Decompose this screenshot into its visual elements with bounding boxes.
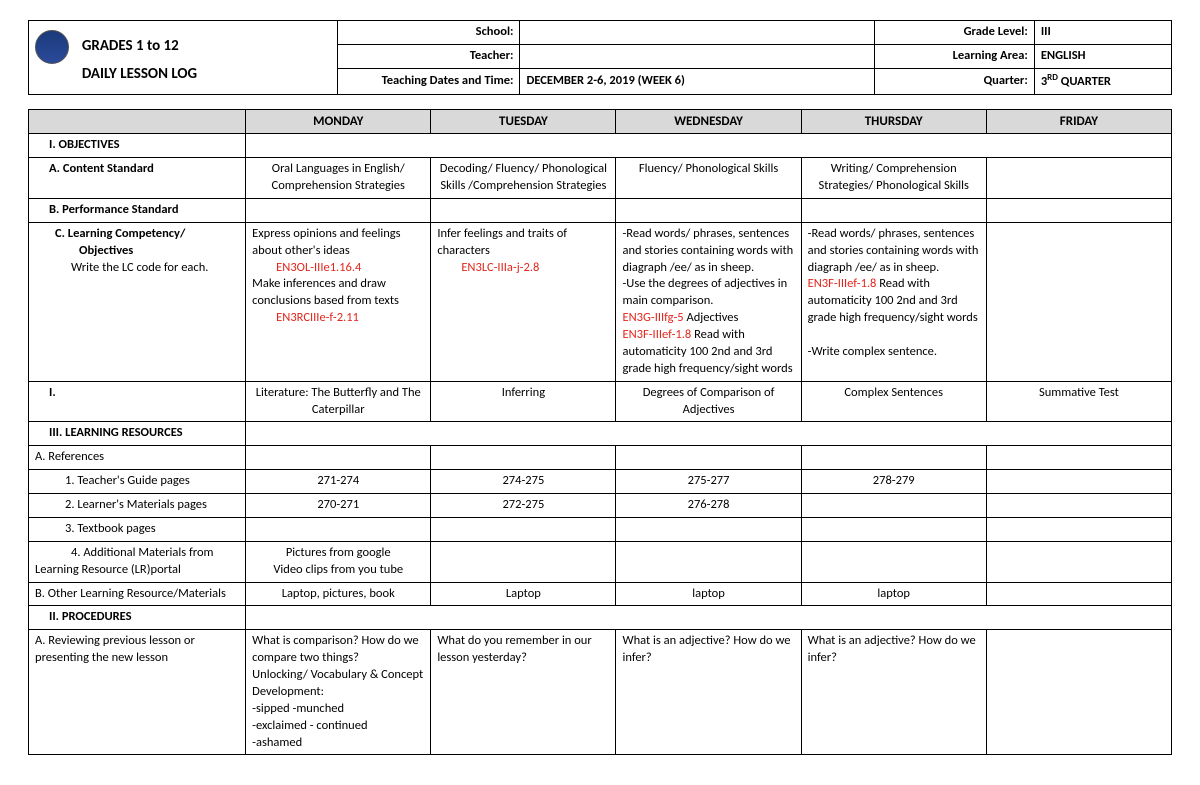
lbl-review: A. Reviewing previous lesson or presenti…	[29, 630, 246, 755]
topic-thu: Complex Sentences	[801, 381, 986, 422]
lbl-lr: III. LEARNING RESOURCES	[29, 422, 246, 446]
row-lm: 2. Learner's Materials pages 270-271 272…	[29, 494, 1172, 518]
row-other: B. Other Learning Resource/Materials Lap…	[29, 582, 1172, 606]
lbl-add: 4. Additional Materials from Learning Re…	[29, 541, 246, 582]
row-topic: I. Literature: The Butterfly and The Cat…	[29, 381, 1172, 422]
row-refs: A. References	[29, 446, 1172, 470]
topic-fri: Summative Test	[986, 381, 1171, 422]
row-tb: 3. Textbook pages	[29, 517, 1172, 541]
lbl-content-std: A. Content Standard	[29, 158, 246, 199]
tg-tue: 274-275	[431, 470, 616, 494]
lm-wed: 276-278	[616, 494, 801, 518]
lbl-lm: 2. Learner's Materials pages	[29, 494, 246, 518]
rev-thu: What is an adjective? How do we infer?	[801, 630, 986, 755]
day-thu: THURSDAY	[801, 109, 986, 134]
lm-thu	[801, 494, 986, 518]
cs-fri	[986, 158, 1171, 199]
lbl-tb: 3. Textbook pages	[29, 517, 246, 541]
lbl-other: B. Other Learning Resource/Materials	[29, 582, 246, 606]
row-review: A. Reviewing previous lesson or presenti…	[29, 630, 1172, 755]
val-teacher	[520, 44, 874, 68]
lc-tue: Infer feelings and traits of characters …	[431, 222, 616, 381]
row-tg: 1. Teacher's Guide pages 271-274 274-275…	[29, 470, 1172, 494]
title-line1: GRADES 1 to 12	[78, 37, 179, 55]
lbl-tg: 1. Teacher's Guide pages	[29, 470, 246, 494]
cs-tue: Decoding/ Fluency/ Phonological Skills /…	[431, 158, 616, 199]
lbl-grade: Grade Level:	[874, 21, 1034, 45]
lm-tue: 272-275	[431, 494, 616, 518]
lm-fri	[986, 494, 1171, 518]
add-mon: Pictures from googleVideo clips from you…	[246, 541, 431, 582]
oth-fri	[986, 582, 1171, 606]
val-area: ENGLISH	[1034, 44, 1171, 68]
day-tue: TUESDAY	[431, 109, 616, 134]
lc-fri	[986, 222, 1171, 381]
val-dates: DECEMBER 2-6, 2019 (WEEK 6)	[520, 68, 874, 94]
blank-corner	[29, 109, 246, 134]
lesson-grid: MONDAY TUESDAY WEDNESDAY THURSDAY FRIDAY…	[28, 109, 1172, 756]
oth-wed: laptop	[616, 582, 801, 606]
oth-mon: Laptop, pictures, book	[246, 582, 431, 606]
tg-mon: 271-274	[246, 470, 431, 494]
day-wed: WEDNESDAY	[616, 109, 801, 134]
lc-mon: Express opinions and feelings about othe…	[246, 222, 431, 381]
lbl-quarter: Quarter:	[874, 68, 1034, 94]
tg-wed: 275-277	[616, 470, 801, 494]
topic-mon: Literature: The Butterfly and The Caterp…	[246, 381, 431, 422]
oth-thu: laptop	[801, 582, 986, 606]
lbl-dates: Teaching Dates and Time:	[337, 68, 520, 94]
row-proc: II. PROCEDURES	[29, 606, 1172, 630]
lbl-perf-std: B. Performance Standard	[29, 198, 246, 222]
deped-logo-icon	[35, 30, 69, 64]
lm-mon: 270-271	[246, 494, 431, 518]
day-fri: FRIDAY	[986, 109, 1171, 134]
lbl-area: Learning Area:	[874, 44, 1034, 68]
cs-thu: Writing/ Comprehension Strategies/ Phono…	[801, 158, 986, 199]
cs-mon: Oral Languages in English/ Comprehension…	[246, 158, 431, 199]
lbl-lc: C. Learning Competency/ Objectives Write…	[29, 222, 246, 381]
lbl-topic: I.	[29, 381, 246, 422]
row-objectives: I. OBJECTIVES	[29, 134, 1172, 158]
val-grade: III	[1034, 21, 1171, 45]
title-cell: GRADES 1 to 12 DAILY LESSON LOG	[29, 21, 338, 95]
header-table: GRADES 1 to 12 DAILY LESSON LOG School: …	[28, 20, 1172, 95]
val-school	[520, 21, 874, 45]
rev-mon: What is comparison? How do we compare tw…	[246, 630, 431, 755]
row-additional: 4. Additional Materials from Learning Re…	[29, 541, 1172, 582]
lbl-refs: A. References	[29, 446, 246, 470]
lbl-proc: II. PROCEDURES	[29, 606, 246, 630]
lbl-objectives: I. OBJECTIVES	[29, 134, 246, 158]
row-perf-std: B. Performance Standard	[29, 198, 1172, 222]
rev-wed: What is an adjective? How do we infer?	[616, 630, 801, 755]
row-content-std: A. Content Standard Oral Languages in En…	[29, 158, 1172, 199]
topic-tue: Inferring	[431, 381, 616, 422]
oth-tue: Laptop	[431, 582, 616, 606]
row-lr: III. LEARNING RESOURCES	[29, 422, 1172, 446]
val-quarter: 3RD QUARTER	[1034, 68, 1171, 94]
lc-thu: -Read words/ phrases, sentences and stor…	[801, 222, 986, 381]
row-learning-comp: C. Learning Competency/ Objectives Write…	[29, 222, 1172, 381]
tg-thu: 278-279	[801, 470, 986, 494]
day-header-row: MONDAY TUESDAY WEDNESDAY THURSDAY FRIDAY	[29, 109, 1172, 134]
title-line2: DAILY LESSON LOG	[78, 65, 197, 83]
tg-fri	[986, 470, 1171, 494]
rev-tue: What do you remember in our lesson yeste…	[431, 630, 616, 755]
cs-wed: Fluency/ Phonological Skills	[616, 158, 801, 199]
rev-fri	[986, 630, 1171, 755]
lbl-teacher: Teacher:	[337, 44, 520, 68]
topic-wed: Degrees of Comparison of Adjectives	[616, 381, 801, 422]
day-mon: MONDAY	[246, 109, 431, 134]
lbl-school: School:	[337, 21, 520, 45]
lc-wed: -Read words/ phrases, sentences and stor…	[616, 222, 801, 381]
